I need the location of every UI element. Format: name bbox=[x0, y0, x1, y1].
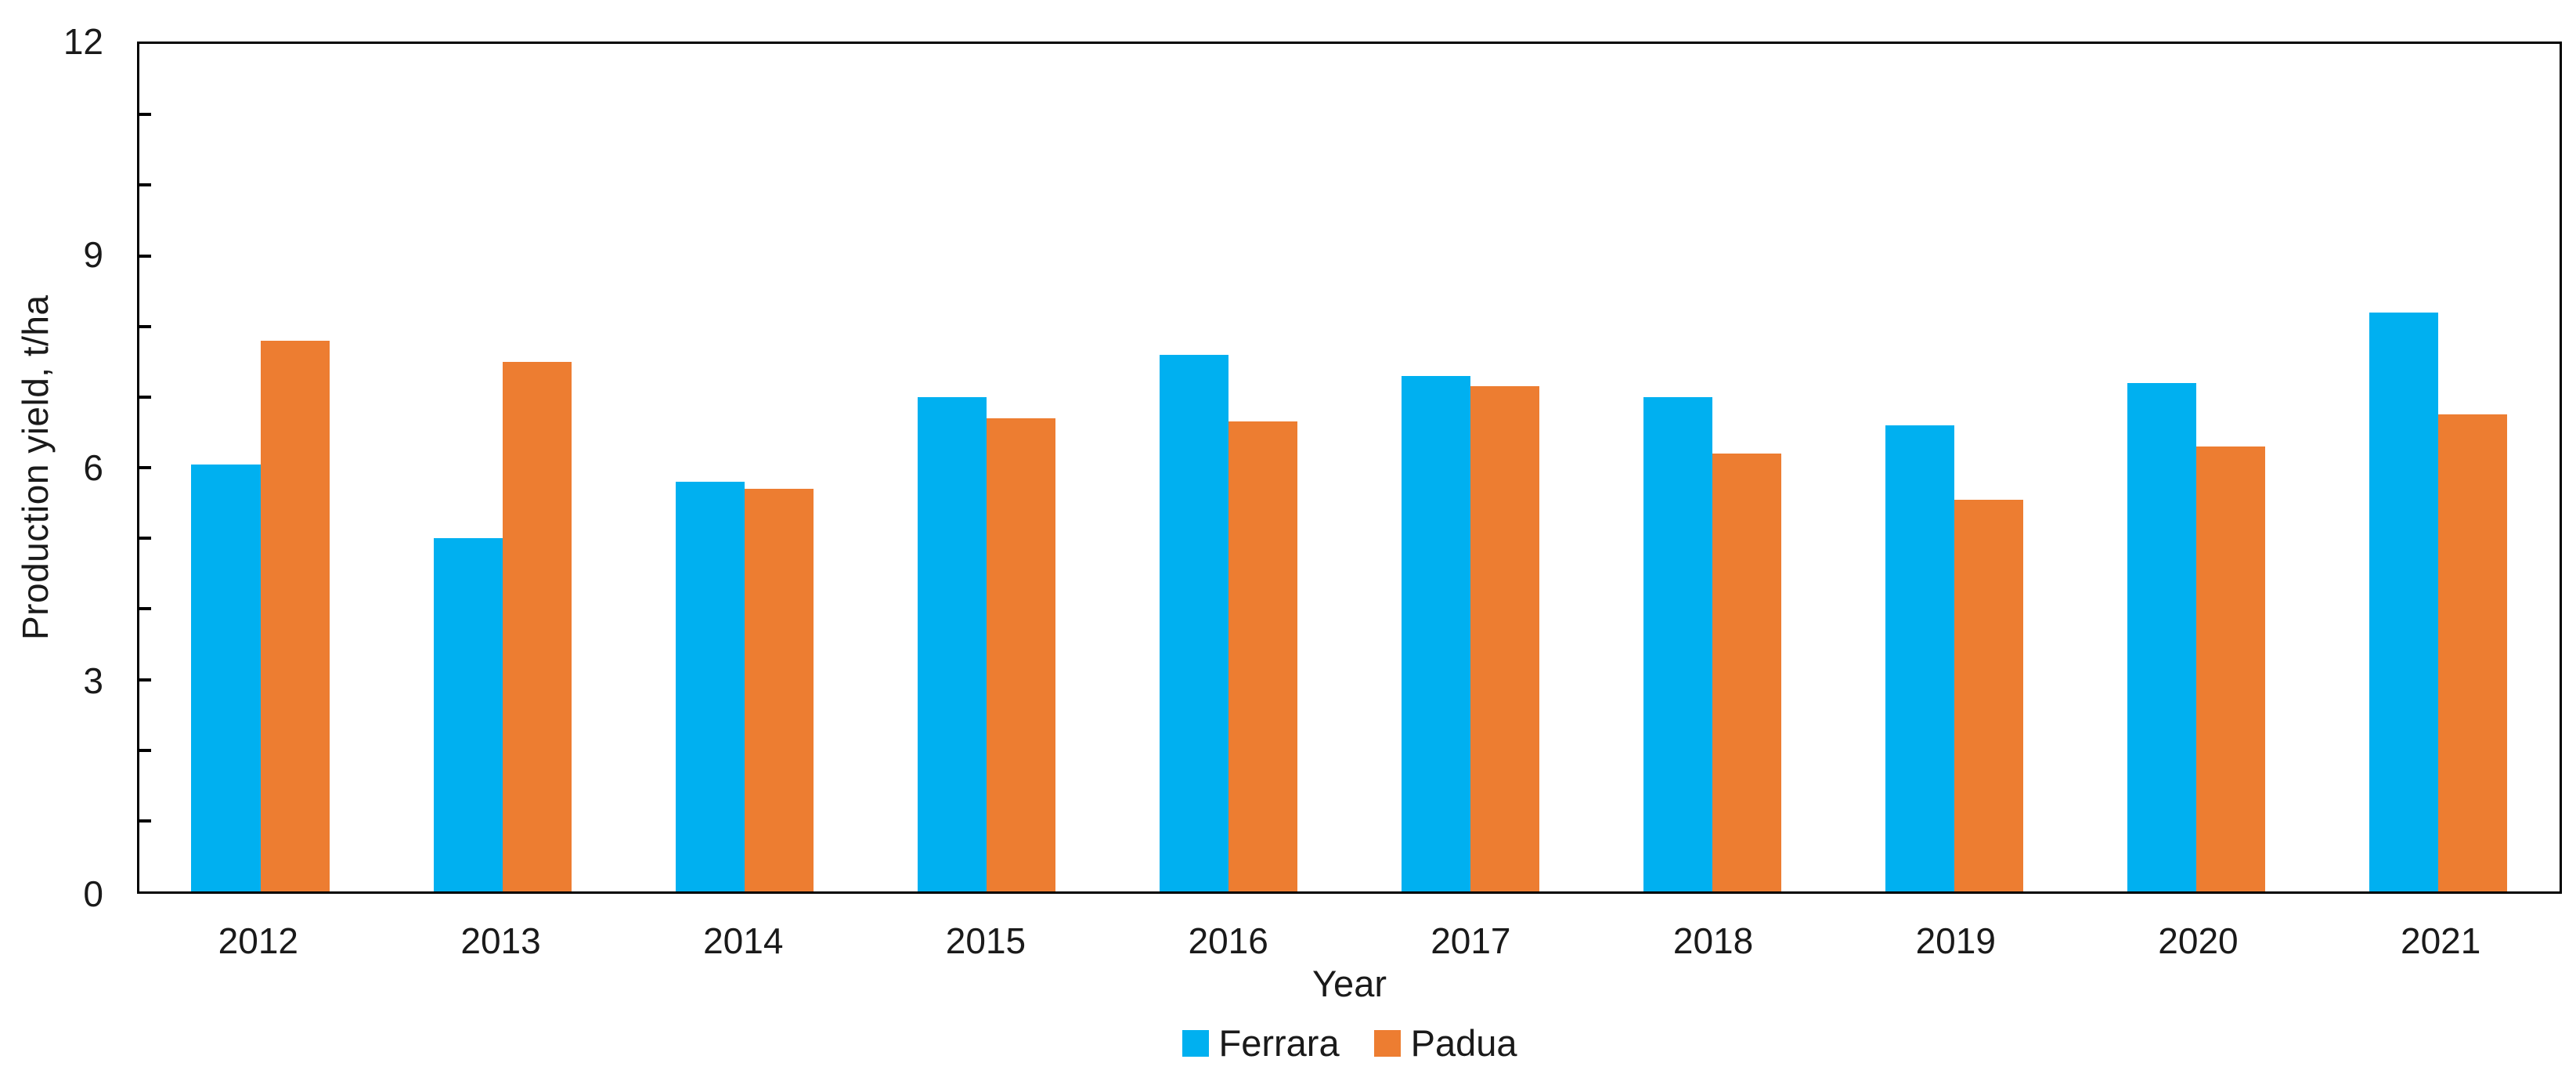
y-tick-mark bbox=[139, 819, 151, 822]
x-tick-label-2013: 2013 bbox=[460, 920, 541, 961]
bar-ferrara-2018 bbox=[1643, 396, 1713, 891]
bar-group-2021 bbox=[2318, 44, 2560, 891]
bar-group-2018 bbox=[1592, 44, 1834, 891]
x-tick-label-2019: 2019 bbox=[1915, 920, 1996, 961]
y-tick-label: 0 bbox=[83, 873, 103, 914]
x-tick-label-2017: 2017 bbox=[1431, 920, 1511, 961]
bar-group-2013 bbox=[381, 44, 623, 891]
bars-layer bbox=[139, 44, 2560, 891]
y-tick-mark bbox=[139, 537, 151, 540]
bar-ferrara-2016 bbox=[1159, 354, 1228, 891]
y-tick-mark bbox=[139, 254, 151, 258]
bar-padua-2015 bbox=[986, 418, 1055, 891]
bar-padua-2012 bbox=[260, 340, 330, 891]
y-tick-label: 3 bbox=[83, 660, 103, 701]
bar-padua-2018 bbox=[1712, 453, 1782, 891]
y-tick-label: 6 bbox=[83, 447, 103, 488]
bar-padua-2016 bbox=[1228, 421, 1297, 891]
bar-padua-2017 bbox=[1470, 386, 1540, 891]
x-tick-label-2020: 2020 bbox=[2158, 920, 2239, 961]
y-tick-mark bbox=[139, 395, 151, 399]
y-tick-mark bbox=[139, 183, 151, 187]
bar-group-2017 bbox=[1349, 44, 1591, 891]
y-tick-label: 9 bbox=[83, 234, 103, 275]
y-tick-mark bbox=[139, 466, 151, 469]
legend-swatch-ferrara bbox=[1182, 1029, 1209, 1057]
plot-area bbox=[137, 42, 2562, 894]
bar-ferrara-2012 bbox=[191, 464, 261, 891]
bar-group-2016 bbox=[1107, 44, 1349, 891]
bar-ferrara-2019 bbox=[1885, 425, 1955, 891]
bar-ferrara-2015 bbox=[917, 396, 987, 891]
legend-swatch-padua bbox=[1373, 1029, 1401, 1057]
y-tick-label: 12 bbox=[63, 21, 103, 62]
bar-group-2020 bbox=[2076, 44, 2318, 891]
x-axis-labels: 2012 2013 2014 2015 2016 2017 2018 2019 2020 2021 bbox=[137, 923, 2562, 959]
x-tick-label-2014: 2014 bbox=[703, 920, 784, 961]
y-tick-mark bbox=[139, 324, 151, 328]
bar-padua-2021 bbox=[2438, 414, 2508, 891]
x-axis-title: Year bbox=[1312, 963, 1387, 1004]
x-tick-label-2012: 2012 bbox=[218, 920, 299, 961]
x-tick-label-2016: 2016 bbox=[1188, 920, 1268, 961]
bar-group-2019 bbox=[1834, 44, 2076, 891]
legend-label: Padua bbox=[1410, 1022, 1517, 1064]
legend-item-ferrara: Ferrara bbox=[1182, 1025, 1340, 1061]
bar-group-2012 bbox=[139, 44, 381, 891]
y-tick-mark bbox=[139, 607, 151, 611]
x-tick-label-2018: 2018 bbox=[1672, 920, 1754, 961]
legend-item-padua: Padua bbox=[1373, 1022, 1517, 1064]
x-tick-label-2015: 2015 bbox=[945, 920, 1026, 961]
y-tick-mark bbox=[139, 748, 151, 752]
y-tick-mark bbox=[139, 678, 151, 682]
bar-ferrara-2020 bbox=[2127, 382, 2197, 891]
legend-label: Ferrara bbox=[1218, 1022, 1340, 1064]
x-tick-label-2021: 2021 bbox=[2401, 920, 2481, 961]
bar-padua-2013 bbox=[502, 361, 572, 891]
bar-padua-2019 bbox=[1954, 499, 2024, 891]
bar-padua-2014 bbox=[744, 489, 814, 891]
bar-group-2014 bbox=[623, 44, 865, 891]
y-axis-labels: 0 3 6 9 12 bbox=[0, 0, 103, 1081]
y-tick-mark bbox=[139, 113, 151, 117]
bar-padua-2020 bbox=[2196, 446, 2266, 891]
bar-ferrara-2021 bbox=[2369, 312, 2439, 891]
bar-ferrara-2014 bbox=[675, 482, 745, 891]
bar-ferrara-2013 bbox=[433, 538, 503, 891]
bar-ferrara-2017 bbox=[1401, 375, 1471, 891]
legend: Ferrara Padua bbox=[137, 1025, 2562, 1061]
bar-group-2015 bbox=[865, 44, 1107, 891]
